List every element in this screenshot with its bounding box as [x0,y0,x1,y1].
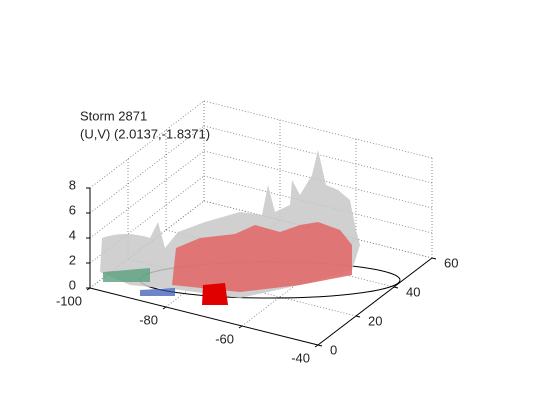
y-axis [317,257,433,346]
z-tick-label: 0 [69,277,76,292]
x-tick-label: -60 [215,331,234,346]
core-cell [202,283,228,305]
storm-surface [100,150,401,305]
z-tick-label: 6 [69,202,76,217]
base-surface [103,268,150,282]
grid-line [89,150,205,239]
y-tick [393,286,399,289]
y-tick-label: 60 [444,255,458,270]
y-tick [431,257,437,260]
y-tick-label: 40 [406,284,420,299]
chart-subtitle: (U,V) (2.0137,-1.8371) [80,126,210,141]
x-tick-label: -40 [291,350,310,365]
y-tick [317,344,323,347]
axes: -100 -80 -60 -40 0 20 40 60 0 2 4 6 8 [56,177,459,365]
z-tick-label: 8 [69,177,76,192]
y-tick-label: 0 [330,342,337,357]
x-axis [89,287,319,346]
y-tick-label: 20 [368,313,382,328]
grid-line [203,100,433,159]
x-tick-label: -100 [56,293,82,308]
z-tick-label: 2 [69,252,76,267]
y-tick [355,315,361,318]
x-tick-label: -80 [139,312,158,327]
x-tick [162,306,167,310]
core-surface [172,222,352,292]
z-tick-label: 4 [69,227,76,242]
chart-title: Storm 2871 [80,108,147,123]
base-surface [140,288,175,296]
x-tick [238,325,243,329]
x-tick [314,344,319,348]
